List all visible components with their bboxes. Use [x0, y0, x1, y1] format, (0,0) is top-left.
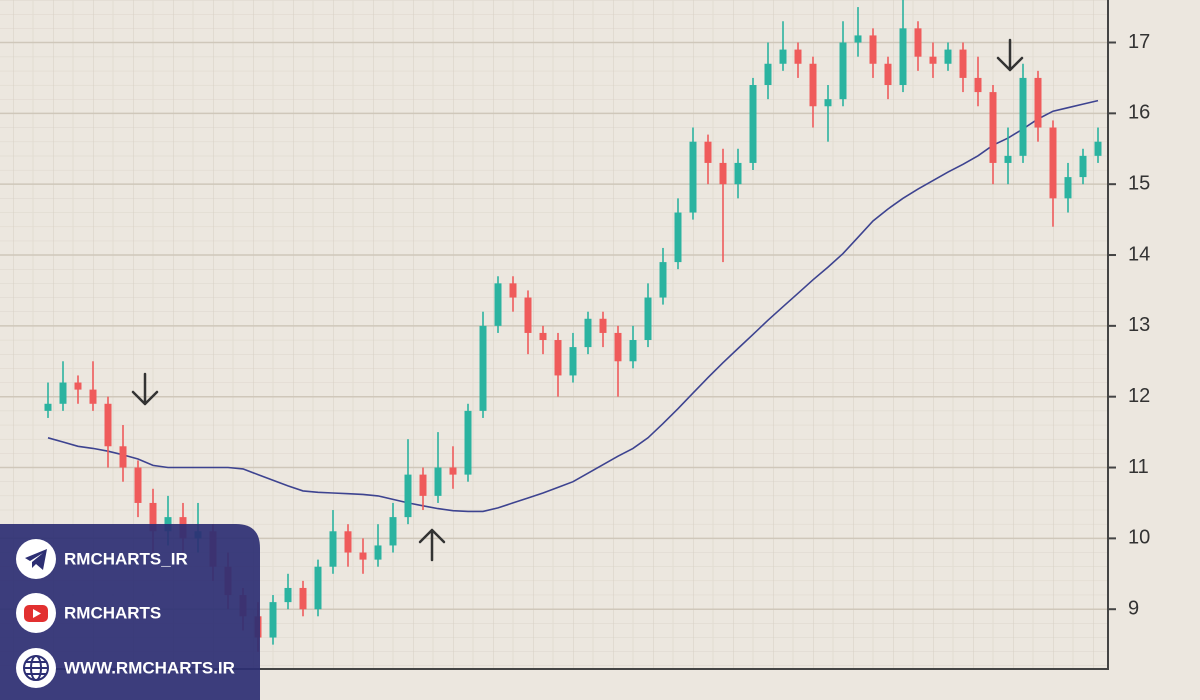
candle-body — [644, 297, 652, 341]
candle-body — [359, 552, 367, 560]
candle-body — [464, 410, 472, 475]
youtube-handle[interactable]: RMCHARTS — [64, 603, 161, 622]
candle-body — [1049, 127, 1057, 199]
y-tick-label: 16 — [1128, 102, 1150, 124]
candle-body — [119, 446, 127, 468]
candle-body — [719, 162, 727, 185]
candle-body — [689, 141, 697, 213]
candle-body — [524, 297, 532, 333]
candle-body — [584, 318, 592, 348]
candle-body — [1094, 141, 1102, 156]
candle-body — [569, 347, 577, 376]
candle-body — [59, 382, 67, 404]
candle-body — [1034, 77, 1042, 128]
candle-body — [869, 35, 877, 64]
candle-body — [749, 85, 757, 163]
candle-body — [89, 389, 97, 404]
telegram-handle[interactable]: RMCHARTS_IR — [64, 549, 188, 568]
y-tick-label: 12 — [1128, 385, 1150, 407]
moving-average-line — [47, 99, 1099, 513]
candle-body — [884, 63, 892, 86]
website[interactable]: WWW.RMCHARTS.IR — [64, 658, 235, 677]
candle-body — [1019, 77, 1027, 156]
candle-body — [1064, 177, 1072, 199]
candle-body — [44, 403, 52, 411]
telegram-glyph — [25, 549, 47, 570]
candle-body — [134, 467, 142, 503]
candle-body — [1004, 155, 1012, 163]
down-arrow — [996, 38, 1024, 72]
globe-glyph — [23, 655, 49, 681]
candle-body — [404, 474, 412, 518]
y-tick-label: 17 — [1128, 31, 1150, 53]
candle-body — [329, 531, 337, 567]
candle-body — [899, 28, 907, 86]
watermark-panel: RMCHARTS_IR RMCHARTS WWW.RMCHARTS.IR — [0, 524, 260, 700]
candle-body — [674, 212, 682, 263]
candle-body — [989, 92, 997, 163]
candle-body — [599, 318, 607, 333]
candle-body — [944, 49, 952, 64]
candle-body — [809, 63, 817, 107]
candle-body — [554, 340, 562, 376]
y-tick-label: 11 — [1128, 456, 1149, 478]
y-tick-label: 14 — [1128, 243, 1150, 265]
candle-body — [704, 141, 712, 163]
candle-body — [839, 42, 847, 100]
candle-body — [794, 49, 802, 64]
y-tick-label: 10 — [1128, 527, 1150, 549]
y-tick-label: 9 — [1128, 597, 1139, 619]
candle-body — [104, 403, 112, 447]
panel-bg — [0, 524, 260, 700]
candle-body — [389, 517, 397, 546]
candle-body — [434, 467, 442, 496]
candle-body — [74, 382, 82, 390]
candle-body — [734, 162, 742, 185]
candle-body — [629, 340, 637, 362]
candle-body — [344, 531, 352, 553]
candle-body — [479, 325, 487, 411]
candle-body — [824, 99, 832, 107]
y-tick-label: 15 — [1128, 172, 1150, 194]
candle-body — [299, 587, 307, 610]
candle-body — [539, 332, 547, 341]
candle-body — [659, 262, 667, 298]
candle-body — [779, 49, 787, 64]
youtube-play — [33, 609, 41, 618]
candle-body — [959, 49, 967, 78]
candle-body — [929, 56, 937, 64]
candle-body — [854, 35, 862, 43]
annotation-arrows — [131, 38, 1024, 562]
up-arrow — [418, 528, 446, 562]
candle-body — [1079, 155, 1087, 178]
candle-body — [914, 28, 922, 57]
candle-body — [494, 283, 502, 326]
candle-body — [614, 332, 622, 362]
candle-body — [374, 545, 382, 560]
candle-body — [269, 602, 277, 638]
candle-body — [314, 566, 322, 610]
candle-body — [509, 283, 517, 298]
down-arrow — [131, 372, 159, 406]
candle-body — [449, 467, 457, 475]
candle-body — [419, 474, 427, 496]
candle-body — [149, 502, 157, 532]
y-tick-label: 13 — [1128, 314, 1150, 336]
candle-body — [764, 63, 772, 86]
candle-body — [974, 77, 982, 93]
candle-body — [284, 587, 292, 603]
